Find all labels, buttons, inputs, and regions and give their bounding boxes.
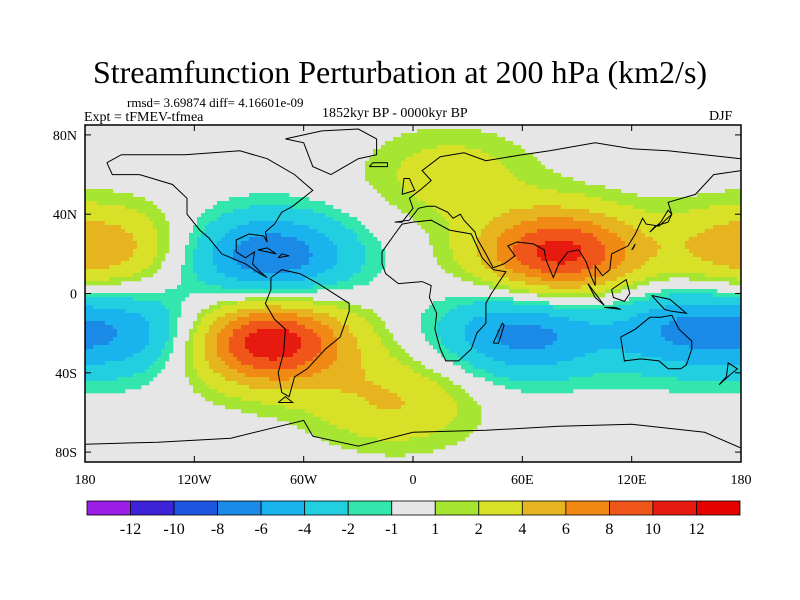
x-tick-label: 120E (617, 473, 647, 488)
colorbar-swatch (260, 500, 306, 516)
colorbar-swatch (696, 500, 741, 516)
colorbar-swatch (434, 500, 480, 516)
colorbar-label: -8 (211, 521, 224, 538)
colorbar-label: -4 (298, 521, 311, 538)
season-label: DJF (709, 109, 733, 124)
coastline-path (649, 209, 673, 233)
y-tick-label: 80S (55, 446, 77, 461)
coastline-path (285, 128, 378, 176)
coastline-path (264, 269, 350, 398)
coastline-path (401, 178, 416, 195)
colorbar-swatch (652, 500, 697, 516)
colorbar-label: 1 (431, 521, 439, 538)
coastline-path (394, 142, 741, 286)
x-tick-label: 120W (177, 473, 212, 488)
colorbar-swatch (609, 500, 654, 516)
experiment-label: Expt = tFMEV-tfmea (84, 110, 204, 125)
colorbar-label: -12 (120, 521, 141, 538)
colorbar-swatch (565, 500, 610, 516)
coastline-path (85, 419, 741, 449)
coastline-path (368, 162, 388, 168)
colorbar-swatch (173, 500, 218, 516)
colorbar-swatch (217, 500, 262, 516)
colorbar-label: -1 (385, 521, 398, 538)
coastline-path (492, 322, 505, 344)
colorbar-swatch (347, 500, 393, 516)
colorbar-label: 4 (518, 521, 526, 538)
coastline-path (106, 150, 314, 279)
x-tick-label: 180 (75, 473, 96, 488)
stats-label: rmsd= 3.69874 diff= 4.16601e-09 (127, 95, 304, 110)
coastline-path (277, 395, 295, 403)
coastline-path (381, 219, 507, 362)
colorbar-swatch (521, 500, 567, 516)
coastlines (85, 128, 741, 449)
colorbar-label: 12 (688, 521, 704, 538)
colorbar-label: 8 (605, 521, 613, 538)
y-tick-label: 40S (55, 367, 77, 382)
x-tick-label: 180 (731, 473, 752, 488)
x-tick-label: 0 (410, 473, 417, 488)
y-tick-label: 40N (53, 208, 77, 223)
colorbar-swatch (86, 500, 131, 516)
colorbar-label: 10 (645, 521, 661, 538)
period-label: 1852kyr BP - 0000kyr BP (322, 106, 468, 121)
coastline-path (611, 278, 631, 302)
field-layer (85, 129, 741, 458)
coastline-path (620, 314, 693, 370)
y-tick-label: 0 (70, 288, 77, 303)
coastline-path (604, 306, 621, 310)
coastline-path (651, 295, 688, 315)
colorbar-label: -10 (163, 521, 184, 538)
colorbar-label: 2 (475, 521, 483, 538)
coastline-path (718, 362, 739, 386)
colorbar-label: -2 (342, 521, 355, 538)
chart-title: Streamfunction Perturbation at 200 hPa (… (92, 54, 708, 90)
coastline-path (277, 253, 290, 259)
x-tick-label: 60W (290, 473, 318, 488)
coastline-path (257, 247, 277, 255)
colorbar-swatch (478, 500, 523, 516)
y-tick-label: 80N (53, 129, 77, 144)
colorbar-swatch (130, 500, 175, 516)
coastline-path (587, 283, 605, 306)
colorbar-swatch (391, 500, 436, 516)
x-tick-label: 60E (511, 473, 534, 488)
coastline-path (631, 243, 636, 251)
colorbar-label: 6 (562, 521, 570, 538)
colorbar-label: -6 (254, 521, 267, 538)
colorbar-swatch (304, 500, 349, 516)
